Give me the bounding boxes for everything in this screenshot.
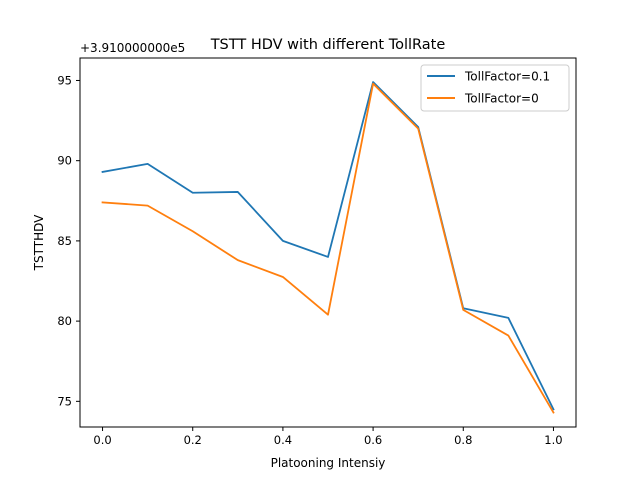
y-tick-label: 80 (57, 314, 72, 328)
y-tick-label: 90 (57, 154, 72, 168)
legend: TollFactor=0.1 TollFactor=0 (420, 64, 570, 112)
x-tick-label: 1.0 (544, 433, 562, 447)
plot-frame (79, 57, 577, 428)
legend-box (420, 64, 570, 112)
y-offset-text: +3.910000000e5 (80, 41, 185, 55)
y-axis-label: TSTTHDV (32, 214, 46, 271)
y-tick-label: 85 (57, 234, 72, 248)
legend-label-tollfactor-0: TollFactor=0 (464, 92, 539, 106)
series-line-tollfactor-0 (101, 82, 555, 414)
y-tick-label: 95 (57, 73, 72, 87)
x-axis: 0.0 0.2 0.4 0.6 0.8 1.0 (93, 427, 563, 447)
y-tick-label: 75 (57, 394, 72, 408)
series-layer (101, 81, 555, 414)
y-axis: 75 80 85 90 95 (57, 73, 80, 408)
chart-title: TSTT HDV with different TollRate (210, 37, 446, 53)
x-tick-label: 0.6 (364, 433, 382, 447)
x-tick-label: 0.4 (274, 433, 292, 447)
x-axis-label: Platooning Intensiy (271, 456, 386, 470)
x-tick-label: 0.2 (184, 433, 202, 447)
series-line-tollfactor-0-1 (101, 81, 555, 411)
x-tick-label: 0.8 (454, 433, 472, 447)
legend-label-tollfactor-0-1: TollFactor=0.1 (464, 70, 550, 84)
x-tick-label: 0.0 (93, 433, 111, 447)
